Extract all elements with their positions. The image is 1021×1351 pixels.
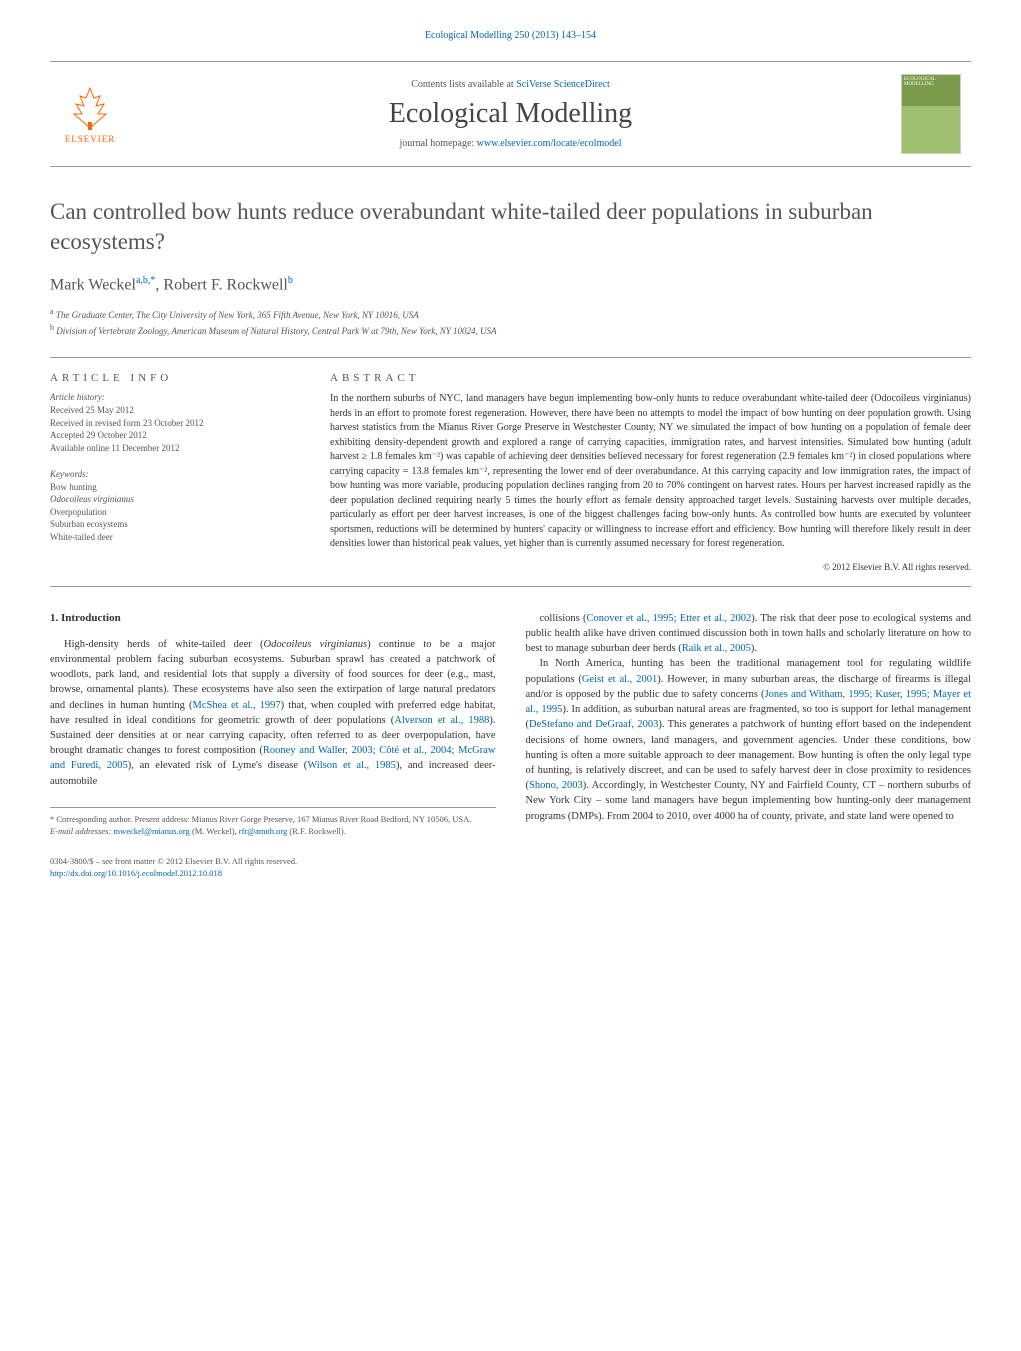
journal-cover-thumbnail: ECOLOGICAL MODELLING	[901, 74, 961, 154]
elsevier-label: ELSEVIER	[65, 134, 116, 144]
footer-meta: 0304-3800/$ – see front matter © 2012 El…	[50, 856, 496, 880]
journal-homepage-link[interactable]: www.elsevier.com/locate/ecolmodel	[477, 138, 622, 149]
online-date: Available online 11 December 2012	[50, 442, 300, 455]
article-info: article info Article history: Received 2…	[50, 372, 300, 572]
keyword: Bow hunting	[50, 481, 300, 494]
journal-title: Ecological Modelling	[120, 98, 901, 130]
column-left: 1. Introduction High-density herds of wh…	[50, 611, 496, 880]
affiliation-b: b Division of Vertebrate Zoology, Americ…	[50, 322, 971, 338]
citation-link[interactable]: Conover et al., 1995; Etter et al., 2002	[586, 613, 751, 624]
journal-homepage-label: journal homepage: www.elsevier.com/locat…	[120, 138, 901, 149]
abstract-copyright: © 2012 Elsevier B.V. All rights reserved…	[330, 562, 971, 572]
author-1-affil: a,b,	[136, 275, 150, 286]
running-header-link[interactable]: Ecological Modelling 250 (2013) 143–154	[425, 30, 596, 41]
author-2-affil: b	[288, 275, 293, 286]
email-link-1[interactable]: mweckel@mianus.org	[113, 826, 189, 836]
cover-text: ECOLOGICAL MODELLING	[902, 75, 960, 89]
history-label: Article history:	[50, 392, 300, 402]
intro-paragraph-1: High-density herds of white-tailed deer …	[50, 637, 496, 789]
citation-link[interactable]: Alverson et al., 1988	[394, 715, 489, 726]
received-date: Received 25 May 2012	[50, 404, 300, 417]
affiliation-a: a The Graduate Center, The City Universi…	[50, 306, 971, 322]
author-2: , Robert F. Rockwell	[155, 276, 287, 293]
citation-link[interactable]: Raik et al., 2005	[682, 643, 751, 654]
corresponding-author-note: * Corresponding author. Present address:…	[50, 814, 496, 826]
abstract-text: In the northern suburbs of NYC, land man…	[330, 392, 971, 552]
citation-link[interactable]: Shono, 2003	[529, 780, 583, 791]
article-title: Can controlled bow hunts reduce overabun…	[50, 197, 971, 257]
citation-link[interactable]: Wilson et al., 1985	[307, 760, 396, 771]
column-right: collisions (Conover et al., 1995; Etter …	[526, 611, 972, 880]
sciencedirect-link[interactable]: SciVerse ScienceDirect	[516, 79, 610, 90]
keyword: Odocoileus virginianus	[50, 493, 300, 506]
journal-header-box: ELSEVIER Contents lists available at Sci…	[50, 61, 971, 167]
citation-link[interactable]: DeStefano and DeGraaf, 2003	[529, 719, 658, 730]
keyword: White-tailed deer	[50, 531, 300, 544]
revised-date: Received in revised form 23 October 2012	[50, 417, 300, 430]
body-columns: 1. Introduction High-density herds of wh…	[50, 611, 971, 880]
running-header: Ecological Modelling 250 (2013) 143–154	[50, 30, 971, 41]
keyword: Suburban ecosystems	[50, 518, 300, 531]
citation-link[interactable]: McShea et al., 1997	[192, 700, 280, 711]
header-center: Contents lists available at SciVerse Sci…	[120, 79, 901, 149]
accepted-date: Accepted 29 October 2012	[50, 429, 300, 442]
keyword: Overpopulation	[50, 506, 300, 519]
doi-link[interactable]: http://dx.doi.org/10.1016/j.ecolmodel.20…	[50, 868, 222, 878]
article-info-heading: article info	[50, 372, 300, 384]
intro-paragraph-2: In North America, hunting has been the t…	[526, 656, 972, 823]
email-addresses: E-mail addresses: mweckel@mianus.org (M.…	[50, 826, 496, 838]
elsevier-logo: ELSEVIER	[60, 79, 120, 149]
author-list: Mark Weckela,b,*, Robert F. Rockwellb	[50, 275, 971, 294]
email-link-2[interactable]: rfr@amnh.org	[239, 826, 288, 836]
section-1-heading: 1. Introduction	[50, 611, 496, 627]
elsevier-tree-icon	[66, 84, 114, 132]
contents-available-label: Contents lists available at SciVerse Sci…	[120, 79, 901, 90]
footnotes: * Corresponding author. Present address:…	[50, 807, 496, 838]
abstract: abstract In the northern suburbs of NYC,…	[330, 372, 971, 572]
info-abstract-row: article info Article history: Received 2…	[50, 357, 971, 587]
issn-copyright-line: 0304-3800/$ – see front matter © 2012 El…	[50, 856, 496, 868]
author-1: Mark Weckel	[50, 276, 136, 293]
affiliations: a The Graduate Center, The City Universi…	[50, 306, 971, 337]
citation-link[interactable]: Geist et al., 2001	[582, 674, 657, 685]
intro-paragraph-1-cont: collisions (Conover et al., 1995; Etter …	[526, 611, 972, 657]
abstract-heading: abstract	[330, 372, 971, 384]
keywords-label: Keywords:	[50, 469, 300, 479]
